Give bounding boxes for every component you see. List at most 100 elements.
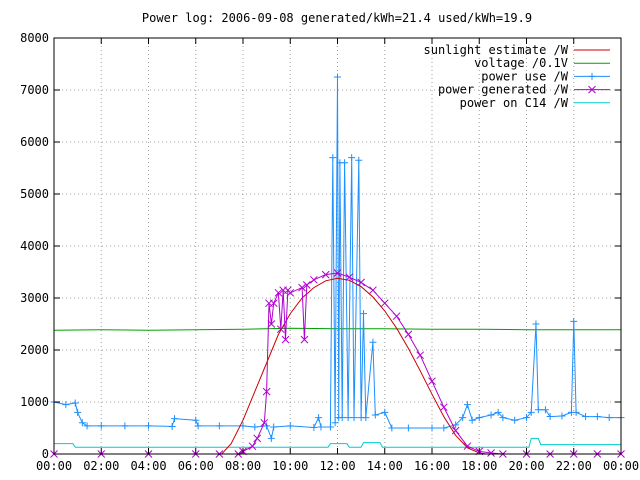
data-point	[350, 414, 358, 422]
data-point	[404, 424, 412, 432]
legend-marker	[588, 72, 596, 80]
data-point	[487, 449, 495, 457]
data-point	[267, 320, 276, 328]
data-point	[388, 424, 396, 432]
data-point	[532, 320, 540, 328]
data-point	[74, 408, 82, 416]
grid-layer	[54, 38, 621, 454]
legend-marker	[588, 85, 596, 94]
data-point	[428, 424, 436, 432]
data-point	[381, 408, 389, 416]
data-point	[83, 422, 91, 430]
data-point	[369, 286, 377, 295]
data-point	[270, 423, 278, 431]
data-point	[344, 414, 352, 422]
data-point	[333, 269, 342, 277]
data-point	[276, 325, 285, 334]
data-point	[348, 154, 356, 162]
y-tick-label: 1000	[20, 395, 49, 409]
data-point	[192, 416, 200, 424]
data-point	[459, 414, 467, 422]
data-point	[145, 422, 152, 430]
data-point	[329, 154, 337, 162]
data-point	[392, 312, 401, 321]
data-point	[546, 413, 554, 421]
data-point	[331, 419, 339, 427]
data-point	[362, 414, 370, 422]
data-point	[262, 387, 271, 396]
data-point	[310, 423, 318, 431]
data-point	[97, 422, 105, 430]
data-point	[475, 414, 483, 422]
x-tick-label: 10:00	[272, 459, 308, 473]
series-line	[53, 327, 621, 331]
x-tick-label: 22:00	[556, 459, 592, 473]
series-2	[53, 327, 621, 331]
legend-label: sunlight estimate /W	[424, 43, 569, 57]
y-tick-label: 7000	[20, 83, 49, 97]
data-point	[317, 423, 325, 431]
data-point	[286, 288, 295, 297]
data-point	[274, 288, 283, 297]
chart-title: Power log: 2006-09-08 generated/kWh=21.4…	[142, 11, 532, 25]
data-point	[338, 414, 346, 422]
data-point	[440, 424, 448, 432]
y-tick-label: 0	[42, 447, 49, 461]
data-point	[463, 442, 472, 451]
data-point	[605, 414, 613, 422]
series-5	[54, 437, 621, 448]
y-tick-label: 4000	[20, 239, 49, 253]
data-point	[310, 275, 318, 284]
data-point	[572, 408, 580, 416]
data-point	[286, 422, 294, 430]
data-point	[281, 335, 290, 344]
data-point	[269, 299, 278, 308]
data-point	[321, 270, 330, 279]
x-tick-label: 08:00	[225, 459, 261, 473]
data-point	[369, 338, 377, 346]
x-tick-label: 06:00	[178, 459, 214, 473]
tick-layer: 0 1000 2000 3000 4000 5000 6000 7000 8000 00:00 02…	[20, 31, 639, 473]
data-point	[341, 159, 349, 167]
data-point	[468, 416, 476, 424]
data-point	[357, 278, 365, 287]
data-point	[253, 434, 262, 443]
y-tick-label: 8000	[20, 31, 49, 45]
data-point	[463, 401, 471, 409]
data-point	[302, 281, 311, 289]
data-point	[487, 411, 495, 419]
data-point	[315, 414, 323, 422]
x-tick-label: 00:00	[603, 459, 639, 473]
data-point	[334, 73, 341, 81]
x-tick-label: 16:00	[414, 459, 450, 473]
series-line	[54, 437, 621, 448]
x-tick-label: 18:00	[461, 459, 497, 473]
x-tick-label: 00:00	[36, 459, 72, 473]
data-point	[359, 310, 367, 318]
data-point	[248, 442, 257, 451]
data-point	[541, 406, 549, 414]
data-point	[78, 419, 86, 427]
data-point	[345, 273, 354, 282]
data-point	[168, 422, 176, 430]
data-point	[558, 412, 566, 420]
data-point	[527, 408, 535, 416]
data-point	[355, 156, 363, 164]
data-point	[404, 330, 413, 339]
data-point	[523, 414, 530, 422]
data-point	[494, 408, 502, 416]
data-point	[267, 434, 275, 442]
series-layer	[50, 73, 625, 458]
data-point	[194, 422, 202, 430]
x-tick-label: 04:00	[130, 459, 166, 473]
data-point	[260, 418, 269, 427]
y-tick-label: 6000	[20, 135, 49, 149]
data-point	[511, 416, 519, 424]
y-tick-label: 5000	[20, 187, 49, 201]
data-point	[71, 399, 79, 407]
data-point	[416, 351, 425, 360]
y-tick-label: 3000	[20, 291, 49, 305]
